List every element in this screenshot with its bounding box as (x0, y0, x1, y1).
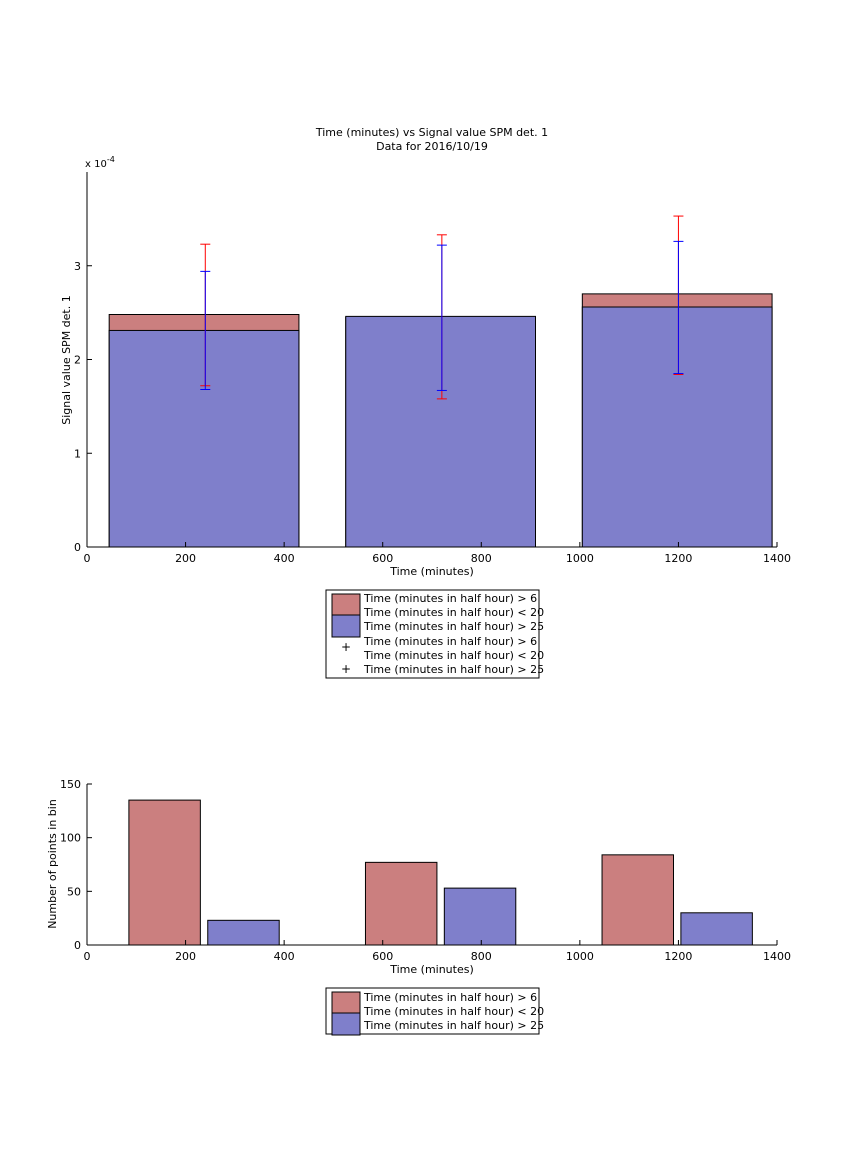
chart1-legend-label-a-line1: Time (minutes in half hour) > 6 (363, 592, 537, 605)
chart1-x-tick-label: 1400 (763, 552, 791, 565)
chart2-bars (128, 799, 753, 946)
chart1-title: Time (minutes) vs Signal value SPM det. … (315, 126, 548, 139)
chart1-error-bars (200, 215, 684, 400)
chart1-bar-series-b (108, 329, 300, 548)
chart1-x-tick-label: 400 (274, 552, 295, 565)
chart2-legend-label-a-line2: Time (minutes in half hour) < 20 (363, 1005, 544, 1018)
chart2-bar-series-b (443, 887, 517, 946)
chart1-legend-errbar-label-a-line1: Time (minutes in half hour) > 6 (363, 635, 537, 648)
chart2-bar-series-b (207, 919, 280, 946)
chart1-y-tick-label: 3 (74, 260, 81, 273)
chart1-x-tick-label: 600 (372, 552, 393, 565)
chart2-bar-series-a (601, 854, 674, 946)
chart2-x-tick-label: 600 (372, 950, 393, 963)
chart1-exponent-label: x 10-4 (85, 155, 115, 170)
chart1-y-tick-label: 0 (74, 541, 81, 554)
chart2-bar-series-b (680, 912, 753, 946)
chart1-legend-label-b: Time (minutes in half hour) > 25 (363, 620, 544, 633)
chart1-y-ticks: 0 1 2 3 (74, 260, 92, 554)
chart2-legend: Time (minutes in half hour) > 6 Time (mi… (325, 987, 544, 1036)
chart1-bars (108, 293, 773, 548)
chart1-legend-errbar-marker-a: + (341, 640, 351, 654)
chart1-legend-label-a-line2: Time (minutes in half hour) < 20 (363, 606, 544, 619)
chart1-x-tick-label: 200 (175, 552, 196, 565)
chart2-y-tick-label: 100 (60, 832, 81, 845)
chart2-x-tick-label: 0 (84, 950, 91, 963)
chart2-legend-box (325, 987, 540, 1035)
chart2-y-axis-label: Number of points in bin (46, 799, 59, 929)
chart2-x-ticks: 0 200 400 600 800 1000 1200 1400 (84, 940, 791, 963)
chart1-x-tick-label: 1200 (664, 552, 692, 565)
chart1-x-axis-label: Time (minutes) (389, 565, 474, 578)
chart1-legend-box (325, 589, 540, 679)
chart2-y-tick-label: 50 (67, 885, 81, 898)
chart2-y-tick-label: 0 (74, 939, 81, 952)
count-chart: 0 200 400 600 800 1000 1200 1400 0 50 100 150 Time… (46, 778, 791, 1036)
chart1-x-ticks: 0 200 400 600 800 1000 1200 1400 (84, 542, 791, 565)
chart1-y-tick-label: 2 (74, 354, 81, 367)
chart2-x-tick-label: 1000 (566, 950, 594, 963)
chart2-x-tick-label: 1400 (763, 950, 791, 963)
chart2-legend-label-a-line1: Time (minutes in half hour) > 6 (363, 991, 537, 1004)
signal-chart: Time (minutes) vs Signal value SPM det. … (60, 126, 791, 679)
chart1-legend-errbar-label-a-line2: Time (minutes in half hour) < 20 (363, 649, 544, 662)
chart2-legend-patch-a (331, 991, 361, 1015)
chart1-y-tick-label: 1 (74, 447, 81, 460)
chart1-bar-series-b (581, 306, 773, 548)
chart2-x-tick-label: 400 (274, 950, 295, 963)
chart1-subtitle: Data for 2016/10/19 (376, 140, 488, 153)
chart2-y-tick-label: 150 (60, 778, 81, 791)
chart1-bar-series-b (345, 315, 536, 548)
chart2-x-tick-label: 1200 (664, 950, 692, 963)
chart1-legend-patch-a (331, 593, 361, 617)
chart1-x-tick-label: 1000 (566, 552, 594, 565)
chart1-y-axis-label: Signal value SPM det. 1 (60, 295, 73, 425)
chart2-x-axis-label: Time (minutes) (389, 963, 474, 976)
chart1-x-tick-label: 0 (84, 552, 91, 565)
chart1-x-tick-label: 800 (471, 552, 492, 565)
chart1-legend-errbar-label-b: Time (minutes in half hour) > 25 (363, 663, 544, 676)
chart1-legend: Time (minutes in half hour) > 6 Time (mi… (325, 589, 544, 679)
chart1-legend-patch-b (331, 614, 361, 638)
chart2-y-ticks: 0 50 100 150 (60, 778, 92, 952)
chart2-bar-series-a (128, 799, 201, 946)
chart2-legend-patch-b (331, 1012, 361, 1036)
chart2-legend-label-b: Time (minutes in half hour) > 25 (363, 1019, 544, 1032)
chart2-bar-series-a (364, 861, 438, 946)
chart1-legend-errbar-marker-b: + (341, 662, 351, 676)
chart2-x-tick-label: 200 (175, 950, 196, 963)
chart2-x-tick-label: 800 (471, 950, 492, 963)
